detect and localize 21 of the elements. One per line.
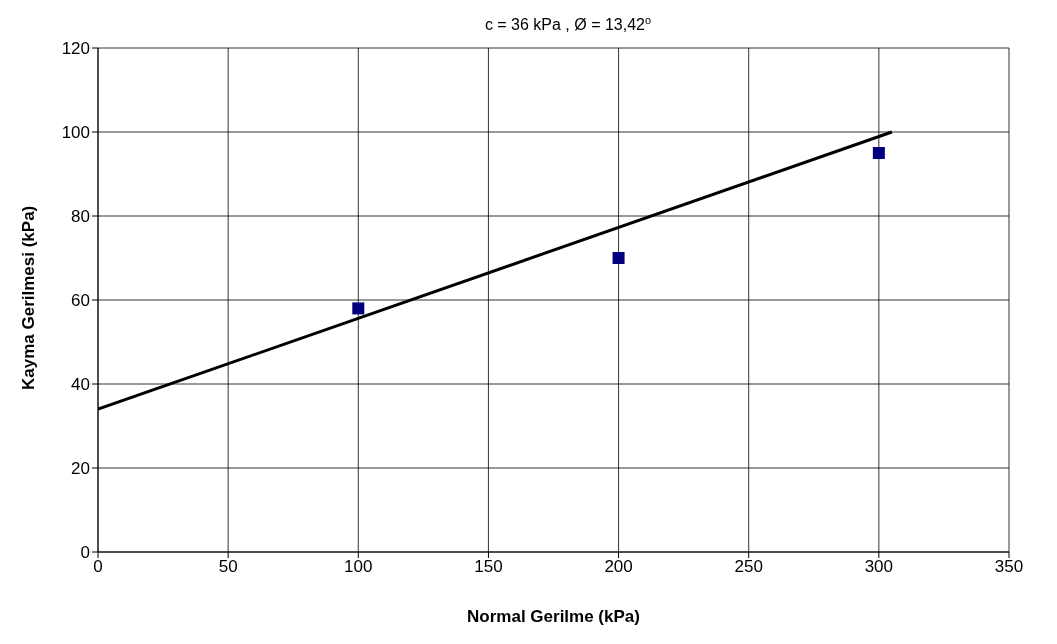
x-tick-label: 0 [93,557,103,577]
x-tick-label: 150 [474,557,503,577]
y-tick-label: 80 [71,207,90,227]
point [352,302,365,315]
y-tick-label: 120 [61,39,90,59]
chart-title: c = 36 kPa , Ø = 13,42$^{o}$ [484,14,652,33]
x-tick-label: 100 [344,557,373,577]
x-tick-label: 200 [604,557,633,577]
x-tick-label: 350 [994,557,1024,577]
y-tick-label: 0 [80,543,90,563]
y-axis-title: Kayma Gerilmesi (kPa) [19,205,39,390]
y-tick-label: 20 [71,459,90,479]
point [872,147,885,159]
y-tick-label: 100 [61,123,90,143]
y-tick-label: 40 [71,375,90,395]
x-tick-label: 300 [864,557,894,577]
x-axis-title: Normal Gerilme (kPa) [467,607,640,626]
point [612,252,625,264]
x-tick-label: 50 [218,557,238,577]
x-tick-label: 250 [734,557,763,577]
y-tick-label: 60 [71,291,90,311]
